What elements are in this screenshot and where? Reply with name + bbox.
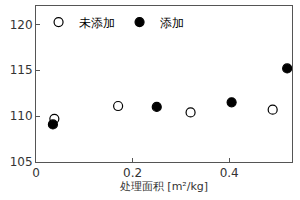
svg-text:添加: 添加 [160, 16, 184, 30]
svg-text:未添加: 未添加 [79, 16, 115, 30]
svg-text:0: 0 [32, 166, 40, 180]
svg-text:115: 115 [10, 63, 33, 77]
svg-text:105: 105 [10, 155, 33, 169]
svg-text:0.2: 0.2 [123, 166, 142, 180]
svg-text:110: 110 [10, 109, 33, 123]
svg-text:0.4: 0.4 [220, 166, 239, 180]
svg-text:120: 120 [10, 18, 33, 32]
svg-text:处理面积 [m²/kg]: 处理面积 [m²/kg] [120, 180, 208, 193]
